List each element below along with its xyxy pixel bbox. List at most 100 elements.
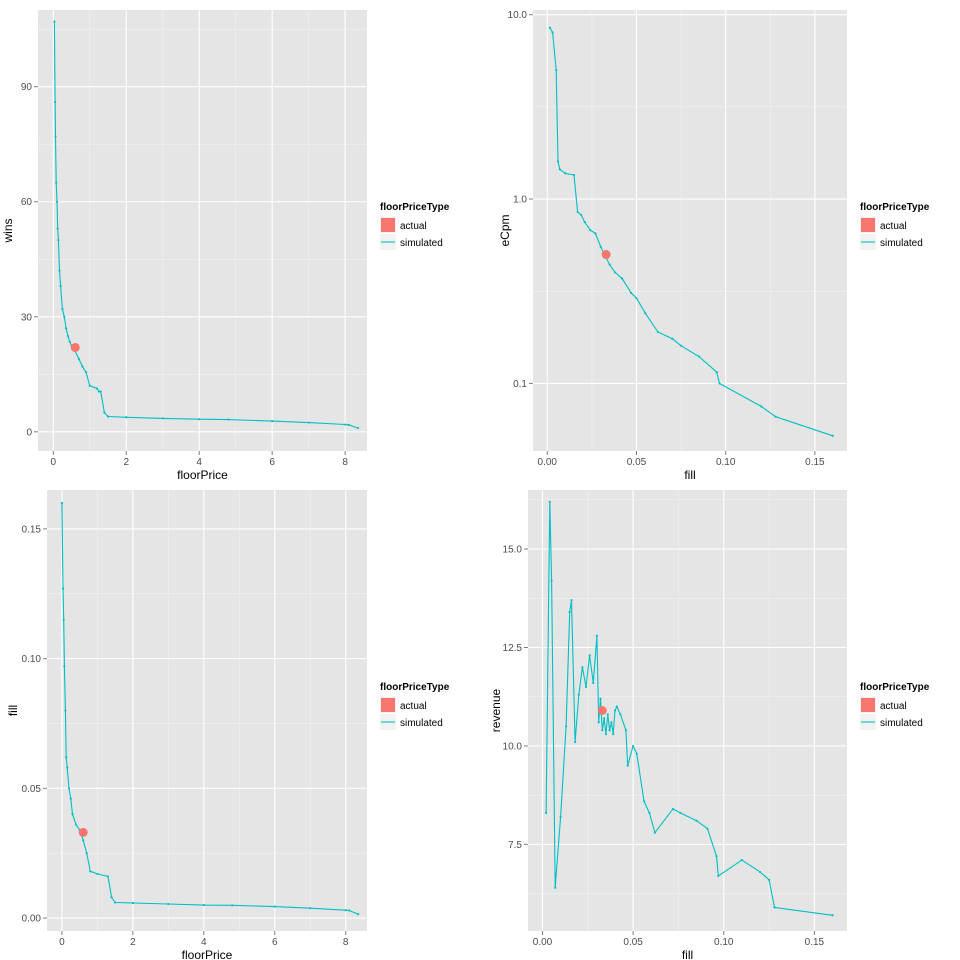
simulated-point — [767, 878, 771, 881]
simulated-point — [99, 390, 102, 393]
simulated-point — [103, 411, 106, 414]
simulated-point — [758, 870, 762, 874]
simulated-point — [356, 426, 359, 430]
simulated-point — [599, 245, 602, 249]
x-tick-label: 0.00 — [533, 937, 553, 948]
x-tick-label: 8 — [343, 937, 349, 948]
simulated-point — [550, 579, 553, 582]
simulated-point — [697, 355, 701, 358]
simulated-point — [66, 334, 70, 338]
simulated-point — [584, 685, 588, 688]
simulated-point — [61, 587, 65, 590]
simulated-point — [717, 874, 720, 877]
simulated-point — [66, 766, 69, 769]
simulated-point — [715, 371, 718, 374]
y-tick-label: 90 — [21, 82, 33, 93]
simulated-point — [632, 744, 635, 748]
simulated-point — [58, 269, 61, 272]
legend-label-actual: actual — [880, 701, 907, 712]
simulated-point — [227, 418, 230, 421]
series-line-simulated — [61, 502, 359, 915]
simulated-point — [576, 210, 579, 214]
legend-label-simulated: simulated — [400, 718, 443, 729]
simulated-point — [760, 405, 763, 408]
chart-panel-1: 0 2 4 6 8 0 30 60 90 floorPrice wins floorPriceType… — [1, 10, 450, 482]
legend-title: floorPriceType — [860, 682, 930, 693]
y-tick-label: 0 — [26, 427, 32, 438]
simulated-point — [106, 875, 110, 878]
simulated-point — [599, 697, 602, 700]
simulated-point — [644, 312, 647, 315]
y-tick-label: 1.0 — [513, 195, 527, 206]
simulated-point — [606, 713, 609, 716]
simulated-point — [624, 729, 627, 732]
simulated-point — [559, 815, 562, 818]
simulated-point — [344, 423, 347, 426]
x-axis-title: floorPrice — [177, 468, 228, 482]
simulated-point — [131, 901, 134, 905]
simulated-point — [68, 340, 71, 343]
simulated-point — [85, 852, 88, 855]
legend-title: floorPriceType — [380, 202, 450, 213]
legend: floorPriceType actual simulated — [380, 682, 450, 730]
simulated-point — [57, 238, 60, 242]
legend: floorPriceType actual simulated — [860, 682, 930, 730]
simulated-point — [568, 610, 571, 614]
y-axis-title: revenue — [489, 688, 503, 732]
simulated-point — [554, 886, 557, 889]
simulated-point — [572, 173, 576, 177]
simulated-point — [63, 665, 66, 668]
simulated-point — [635, 297, 638, 300]
x-tick-label: 0.15 — [805, 937, 825, 948]
plot-background — [47, 490, 367, 931]
simulated-point — [96, 872, 99, 876]
simulated-point — [630, 291, 633, 294]
simulated-point — [608, 263, 611, 266]
simulated-point — [54, 135, 57, 138]
x-tick-label: 0 — [51, 457, 57, 468]
simulated-point — [71, 813, 74, 816]
simulated-point — [615, 705, 618, 708]
simulated-point — [635, 752, 638, 755]
legend-label-simulated: simulated — [880, 718, 923, 729]
simulated-point — [597, 721, 600, 724]
simulated-point — [53, 20, 56, 23]
y-axis-title: eCpm — [498, 214, 512, 246]
simulated-point — [671, 807, 675, 811]
simulated-point — [594, 232, 597, 235]
simulated-point — [273, 905, 276, 908]
simulated-point — [831, 914, 834, 917]
x-tick-label: 8 — [342, 457, 348, 468]
x-tick-label: 4 — [196, 457, 202, 468]
simulated-point — [55, 200, 59, 203]
simulated-point — [558, 168, 561, 171]
simulated-point — [56, 227, 59, 230]
simulated-point — [831, 434, 834, 437]
actual-point — [70, 342, 80, 352]
chart-panel-4: 0.00 0.05 0.10 0.15 7.5 10.0 12.5 15.0 fill reven… — [489, 490, 930, 960]
simulated-point — [608, 729, 611, 732]
simulated-point — [63, 315, 66, 318]
x-tick-label: 0.10 — [714, 937, 734, 948]
simulated-point — [65, 756, 68, 759]
legend-key-actual — [861, 698, 875, 712]
simulated-point — [706, 827, 709, 830]
simulated-point — [60, 501, 64, 505]
simulated-point — [601, 729, 604, 732]
y-tick-label: 60 — [21, 197, 33, 208]
simulated-point — [564, 725, 568, 728]
simulated-point — [231, 904, 234, 907]
simulated-point — [564, 172, 567, 175]
y-tick-label: 12.5 — [503, 643, 523, 654]
simulated-point — [202, 903, 205, 907]
simulated-point — [88, 384, 91, 387]
simulated-point — [580, 213, 583, 217]
simulated-point — [619, 713, 622, 716]
simulated-point — [656, 330, 659, 334]
simulated-point — [613, 709, 617, 712]
legend-label-actual: actual — [880, 221, 907, 232]
simulated-point — [161, 417, 164, 420]
simulated-point — [574, 740, 577, 744]
x-tick-label: 6 — [269, 457, 275, 468]
simulated-point — [604, 733, 608, 736]
